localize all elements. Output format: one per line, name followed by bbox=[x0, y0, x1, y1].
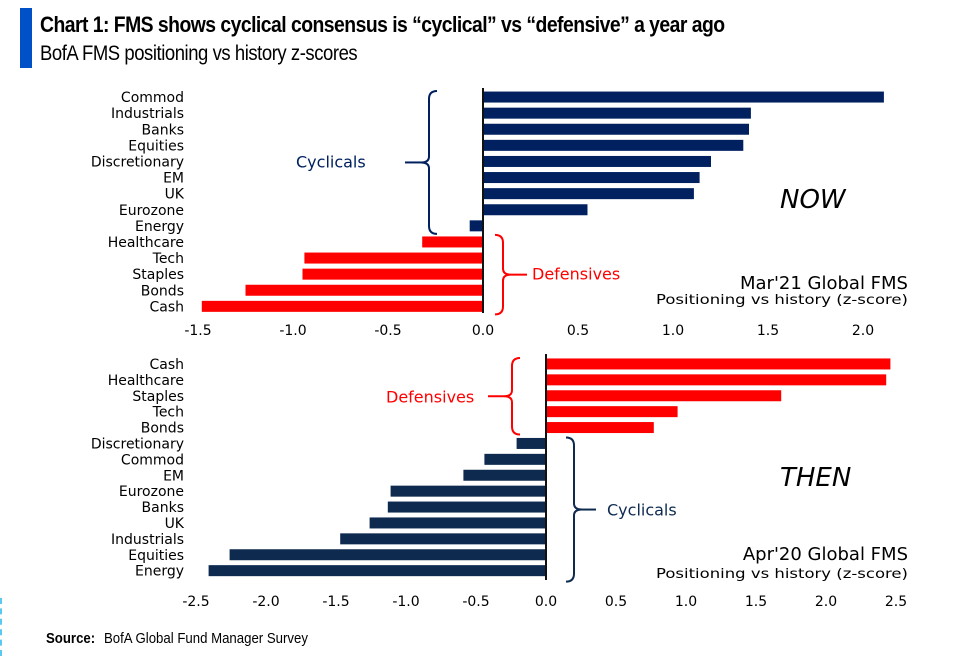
x-tick-label-then: 0.5 bbox=[605, 594, 627, 610]
category-label-now: EM bbox=[163, 171, 184, 187]
bar-then-discretionary bbox=[516, 437, 546, 449]
bar-now-em bbox=[483, 172, 700, 184]
bar-now-healthcare bbox=[422, 236, 483, 248]
chart-tag-then: THEN bbox=[780, 463, 851, 493]
bar-now-bonds bbox=[245, 284, 483, 296]
bar-now-industrials bbox=[483, 107, 751, 119]
bar-now-equities bbox=[483, 139, 744, 151]
chart-title: Chart 1: FMS shows cyclical consensus is… bbox=[40, 12, 725, 37]
bar-then-industrials bbox=[340, 533, 546, 545]
x-tick-label-now: 1.5 bbox=[757, 323, 779, 339]
bar-then-tech bbox=[546, 406, 678, 418]
chart-subtitle: BofA FMS positioning vs history z-scores bbox=[40, 42, 358, 65]
category-label-then: Discretionary bbox=[91, 436, 184, 452]
category-label-then: Industrials bbox=[111, 532, 184, 548]
panel-subtitle-now: Positioning vs history (z-score) bbox=[656, 292, 908, 308]
bar-now-energy bbox=[469, 220, 483, 232]
x-tick-label-now: 2.0 bbox=[852, 323, 874, 339]
category-label-now: Banks bbox=[142, 122, 184, 138]
bar-now-discretionary bbox=[483, 155, 711, 167]
bar-then-eurozone bbox=[390, 485, 546, 497]
bar-now-tech bbox=[304, 252, 483, 264]
category-label-then: Equities bbox=[128, 548, 184, 564]
x-tick-label-then: -1.5 bbox=[322, 594, 349, 610]
bar-then-energy bbox=[208, 565, 546, 577]
bar-then-equities bbox=[229, 549, 546, 561]
bar-then-staples bbox=[546, 390, 782, 402]
x-tick-label-now: 1.0 bbox=[662, 323, 684, 339]
category-label-now: Equities bbox=[128, 138, 184, 154]
defensives-brace bbox=[503, 357, 521, 436]
x-tick-label-now: 0.0 bbox=[472, 323, 494, 339]
bar-then-uk bbox=[369, 517, 546, 529]
panel-title-then: Apr'20 Global FMS bbox=[743, 544, 908, 565]
bar-then-banks bbox=[387, 501, 546, 513]
category-label-now: UK bbox=[165, 187, 185, 203]
source-label: Source: bbox=[46, 630, 96, 647]
category-label-now: Discretionary bbox=[91, 154, 184, 170]
bar-now-banks bbox=[483, 123, 749, 135]
category-label-then: Cash bbox=[149, 357, 184, 373]
bar-then-healthcare bbox=[546, 374, 887, 386]
bar-now-staples bbox=[302, 268, 483, 280]
defensives-annotation: Defensives bbox=[532, 265, 620, 284]
x-tick-label-then: -2.5 bbox=[182, 594, 209, 610]
x-tick-label-then: -1.0 bbox=[392, 594, 419, 610]
x-tick-label-now: -1.0 bbox=[279, 323, 306, 339]
category-label-now: Energy bbox=[135, 219, 184, 235]
x-tick-label-then: 2.5 bbox=[885, 594, 907, 610]
category-label-then: Staples bbox=[132, 389, 184, 405]
cyclicals-brace bbox=[565, 436, 583, 583]
defensives-brace bbox=[494, 233, 512, 316]
category-label-now: Tech bbox=[152, 251, 184, 267]
edge-guide-line bbox=[0, 598, 2, 656]
x-tick-label-then: -2.0 bbox=[252, 594, 279, 610]
category-label-now: Healthcare bbox=[108, 235, 184, 251]
defensives-annotation: Defensives bbox=[386, 387, 474, 406]
category-label-then: Tech bbox=[152, 405, 184, 421]
category-label-now: Commod bbox=[121, 90, 184, 106]
bar-now-uk bbox=[483, 188, 694, 200]
panel-subtitle-then: Positioning vs history (z-score) bbox=[656, 566, 908, 582]
x-tick-label-then: 1.0 bbox=[675, 594, 697, 610]
category-label-then: EM bbox=[163, 468, 184, 484]
bar-now-eurozone bbox=[483, 204, 588, 216]
category-label-then: Commod bbox=[121, 452, 184, 468]
chart-tag-now: NOW bbox=[780, 185, 847, 215]
x-tick-label-then: -0.5 bbox=[462, 594, 489, 610]
x-tick-label-now: -1.5 bbox=[184, 323, 211, 339]
category-label-then: UK bbox=[165, 516, 185, 532]
category-label-now: Eurozone bbox=[119, 203, 184, 219]
category-label-then: Healthcare bbox=[108, 373, 184, 389]
panel-title-now: Mar'21 Global FMS bbox=[740, 273, 908, 294]
cyclicals-annotation: Cyclicals bbox=[607, 501, 677, 520]
x-tick-label-now: 0.5 bbox=[567, 323, 589, 339]
category-label-then: Banks bbox=[142, 500, 184, 516]
bar-then-cash bbox=[546, 358, 891, 370]
cyclicals-annotation: Cyclicals bbox=[296, 152, 366, 171]
category-label-then: Eurozone bbox=[119, 484, 184, 500]
category-label-now: Bonds bbox=[141, 283, 184, 299]
category-label-then: Bonds bbox=[141, 421, 184, 437]
category-label-then: Energy bbox=[135, 564, 184, 580]
bar-now-cash bbox=[201, 300, 484, 312]
bar-then-em bbox=[463, 469, 546, 481]
source-text: BofA Global Fund Manager Survey bbox=[103, 630, 308, 647]
category-label-now: Industrials bbox=[111, 106, 184, 122]
category-label-now: Staples bbox=[132, 267, 184, 283]
cyclicals-brace bbox=[420, 90, 438, 235]
x-tick-label-then: 0.0 bbox=[535, 594, 557, 610]
bar-then-commod bbox=[484, 453, 546, 465]
source-note: Source: BofA Global Fund Manager Survey bbox=[46, 630, 308, 647]
bar-now-commod bbox=[483, 91, 884, 103]
x-tick-label-then: 1.5 bbox=[745, 594, 767, 610]
x-tick-label-now: -0.5 bbox=[374, 323, 401, 339]
title-accent-bar bbox=[20, 8, 32, 68]
x-tick-label-then: 2.0 bbox=[815, 594, 837, 610]
category-label-now: Cash bbox=[149, 299, 184, 315]
bar-then-bonds bbox=[546, 422, 654, 434]
